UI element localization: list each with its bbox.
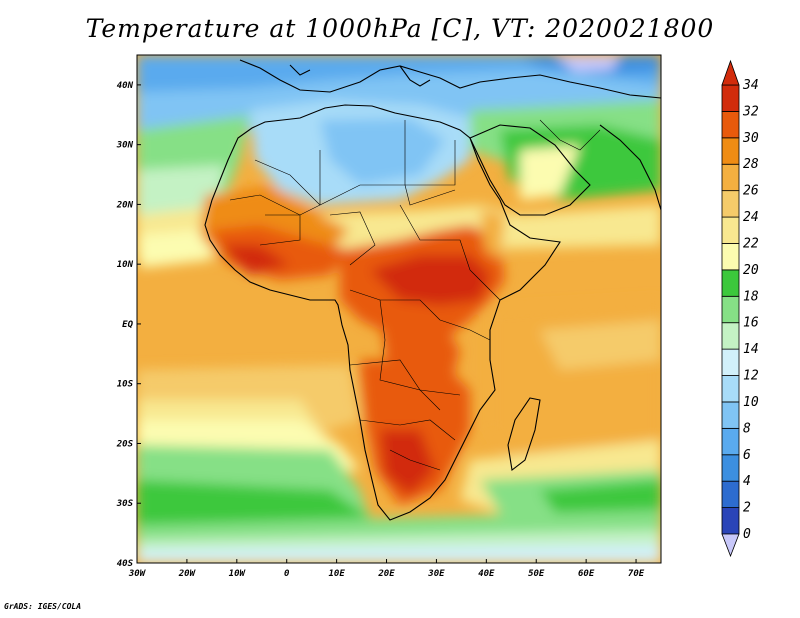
colorbar-swatch [721, 454, 740, 482]
y-tick-label: 20N [116, 200, 134, 210]
colorbar-swatch [721, 507, 740, 535]
colorbar-swatch [721, 216, 740, 244]
colorbar-label: 20 [743, 263, 759, 278]
x-axis: 30W 20W 10W 0 10E 20E 30E 40E 50E 60E 70E [128, 559, 645, 579]
x-tick-label: 60E [578, 569, 595, 579]
colorbar-label: 18 [743, 289, 759, 304]
colorbar-label: 8 [743, 421, 751, 436]
colorbar-label: 28 [743, 157, 759, 172]
x-tick-label: 30E [427, 569, 445, 579]
colorbar-label: 12 [743, 369, 759, 384]
colorbar-swatch [721, 163, 740, 192]
colorbar-swatch [721, 269, 740, 297]
x-tick-label: 20W [178, 569, 197, 579]
colorbar-label: 24 [743, 210, 759, 225]
colorbar-swatch [721, 137, 740, 165]
colorbar-label: 2 [743, 501, 751, 516]
colorbar-swatch [721, 401, 740, 429]
y-tick-label: 20S [116, 439, 134, 449]
colorbar-under-triangle [721, 533, 740, 558]
map-title: Temperature at 1000hPa [C], VT: 20200218… [85, 14, 715, 43]
colorbar-label: 14 [743, 342, 759, 357]
colorbar-label: 34 [742, 78, 759, 93]
x-tick-label: 50E [528, 569, 545, 579]
x-tick-label: 10W [229, 569, 247, 579]
colorbar-swatch [721, 243, 740, 271]
x-tick-label: 70E [628, 569, 645, 579]
y-tick-label: 40S [117, 559, 134, 569]
colorbar-label: 16 [743, 316, 759, 331]
colorbar-label: 22 [743, 236, 759, 251]
colorbar-label: 26 [743, 184, 759, 199]
colorbar-over-triangle [721, 59, 740, 86]
x-tick-label: 20E [377, 569, 395, 579]
colorbar-label: 6 [743, 448, 751, 463]
y-tick-label: 30S [116, 499, 134, 509]
x-tick-label: 10E [328, 569, 345, 579]
x-tick-label: 0 [284, 569, 290, 579]
colorbar-swatch [721, 348, 740, 376]
x-tick-label: 40E [478, 569, 495, 579]
colorbar-swatch [721, 322, 740, 350]
colorbar-swatch [721, 427, 740, 456]
temperature-field [137, 55, 661, 563]
y-axis: 40S 30S 20S 10S EQ 10N 20N 30N 40N [116, 81, 141, 569]
y-tick-label: 10S [117, 380, 134, 390]
x-tick-label: 30W [128, 569, 147, 579]
map-frame [136, 54, 662, 564]
colorbar-swatch [721, 480, 740, 508]
colorbar-swatch [721, 84, 740, 112]
colorbar-label: 0 [743, 527, 751, 542]
colorbar-swatch [721, 111, 740, 139]
country-borders [229, 119, 601, 471]
colorbar-swatch [721, 190, 740, 218]
y-tick-label: 10N [117, 260, 134, 270]
colorbar-swatch [721, 375, 740, 403]
colorbar-swatch [721, 295, 740, 324]
colorbar-label: 4 [743, 474, 751, 489]
y-tick-label: 40N [117, 81, 134, 91]
y-tick-label: EQ [122, 320, 133, 330]
grads-credit: GrADS: IGES/COLA [4, 602, 82, 611]
colorbar-label: 32 [742, 104, 759, 119]
y-tick-label: 30N [116, 141, 134, 151]
colorbar-label: 10 [743, 395, 759, 410]
colorbar-label: 30 [742, 131, 759, 146]
coastlines [204, 59, 661, 521]
